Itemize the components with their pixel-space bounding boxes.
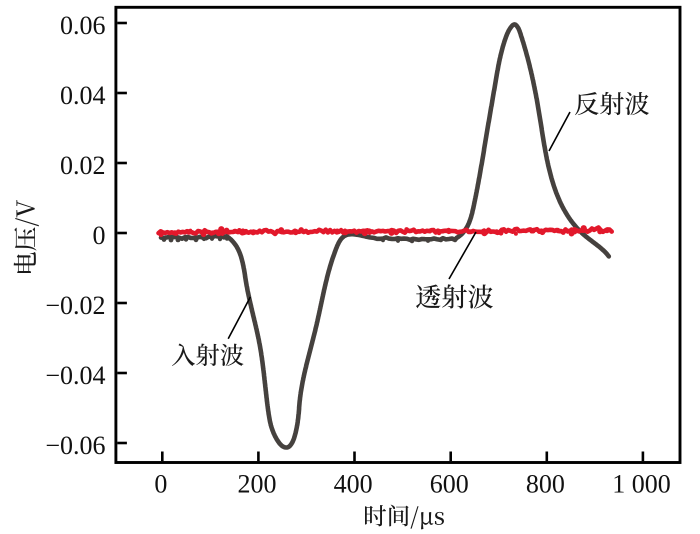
svg-text:1 000: 1 000 <box>612 470 671 499</box>
svg-text:−0.04: −0.04 <box>45 361 105 390</box>
svg-text:800: 800 <box>526 470 565 499</box>
svg-text:−0.06: −0.06 <box>45 431 105 460</box>
svg-text:400: 400 <box>334 470 373 499</box>
svg-text:0: 0 <box>154 470 167 499</box>
svg-text:200: 200 <box>238 470 277 499</box>
svg-text:0.04: 0.04 <box>60 81 106 110</box>
svg-text:600: 600 <box>430 470 469 499</box>
svg-text:0.06: 0.06 <box>60 11 106 40</box>
svg-text:0: 0 <box>93 221 106 250</box>
svg-text:0.02: 0.02 <box>60 151 106 180</box>
svg-text:−0.02: −0.02 <box>45 291 105 320</box>
